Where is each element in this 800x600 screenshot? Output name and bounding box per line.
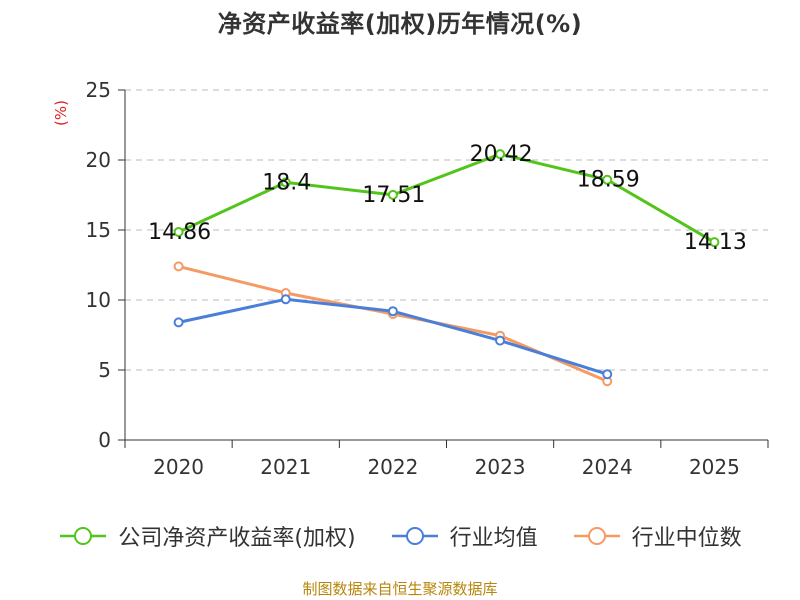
data-label-2023: 20.42 — [470, 142, 533, 167]
y-tick-label-25: 25 — [86, 78, 111, 102]
data-point-s0-2022 — [387, 189, 398, 200]
data-point-s1-2022 — [387, 306, 398, 317]
x-tick-label-2024: 2024 — [582, 455, 633, 479]
legend-label-industry-median: 行业中位数 — [631, 526, 742, 551]
data-label-2025: 14.13 — [684, 230, 747, 255]
data-label-layer: 14.86 18.4 17.51 20.42 18.59 14.13 — [148, 142, 747, 255]
data-point-s0-2023 — [495, 149, 506, 160]
y-tick-label-15: 15 — [86, 218, 111, 242]
data-point-s1-2023 — [495, 335, 506, 346]
legend-item-company-roe[interactable]: 公司净资产收益率(加权) — [58, 520, 356, 552]
y-tick-label-0: 0 — [98, 428, 111, 452]
series-layer — [173, 149, 720, 387]
legend-swatch-industry-mean — [391, 527, 438, 545]
series-line-0 — [177, 152, 716, 244]
x-tick-label-2023: 2023 — [475, 455, 526, 479]
data-point-s1-2021 — [280, 294, 291, 305]
legend-item-industry-median[interactable]: 行业中位数 — [572, 520, 742, 552]
y-tick-label-20: 20 — [86, 148, 111, 172]
x-tick-label-2021: 2021 — [260, 455, 311, 479]
x-tick-label-2025: 2025 — [689, 455, 740, 479]
legend-label-industry-mean: 行业均值 — [449, 526, 538, 551]
chart-title: 净资产收益率(加权)历年情况(%) — [217, 10, 583, 38]
x-tick-label-2020: 2020 — [153, 455, 204, 479]
y-tick-label-5: 5 — [98, 358, 111, 382]
data-point-s0-2024 — [602, 174, 613, 185]
legend: 公司净资产收益率(加权) 行业均值 行业中位数 — [0, 520, 800, 552]
legend-swatch-industry-median — [573, 527, 620, 545]
data-point-s0-2020 — [173, 226, 184, 237]
legend-label-company-roe: 公司净资产收益率(加权) — [118, 526, 356, 551]
source-note: 制图数据来自恒生聚源数据库 — [302, 580, 498, 598]
data-point-s0-2021 — [280, 177, 291, 188]
x-tick-label-2022: 2022 — [367, 455, 418, 479]
legend-item-industry-mean[interactable]: 行业均值 — [390, 520, 538, 552]
series-line-2 — [178, 264, 608, 383]
legend-swatch-company-roe — [60, 527, 107, 545]
data-point-s1-2020 — [173, 317, 184, 328]
data-label-2020: 14.86 — [148, 220, 211, 245]
data-label-2022: 17.51 — [362, 183, 425, 208]
data-label-2024: 18.59 — [577, 168, 640, 193]
data-label-2021: 18.4 — [262, 170, 311, 195]
data-point-s0-2025 — [709, 237, 720, 248]
data-point-s1-2024 — [602, 369, 613, 380]
data-point-s2-2020 — [173, 261, 184, 272]
grid-layer — [125, 89, 768, 371]
y-tick-label-10: 10 — [86, 288, 111, 312]
